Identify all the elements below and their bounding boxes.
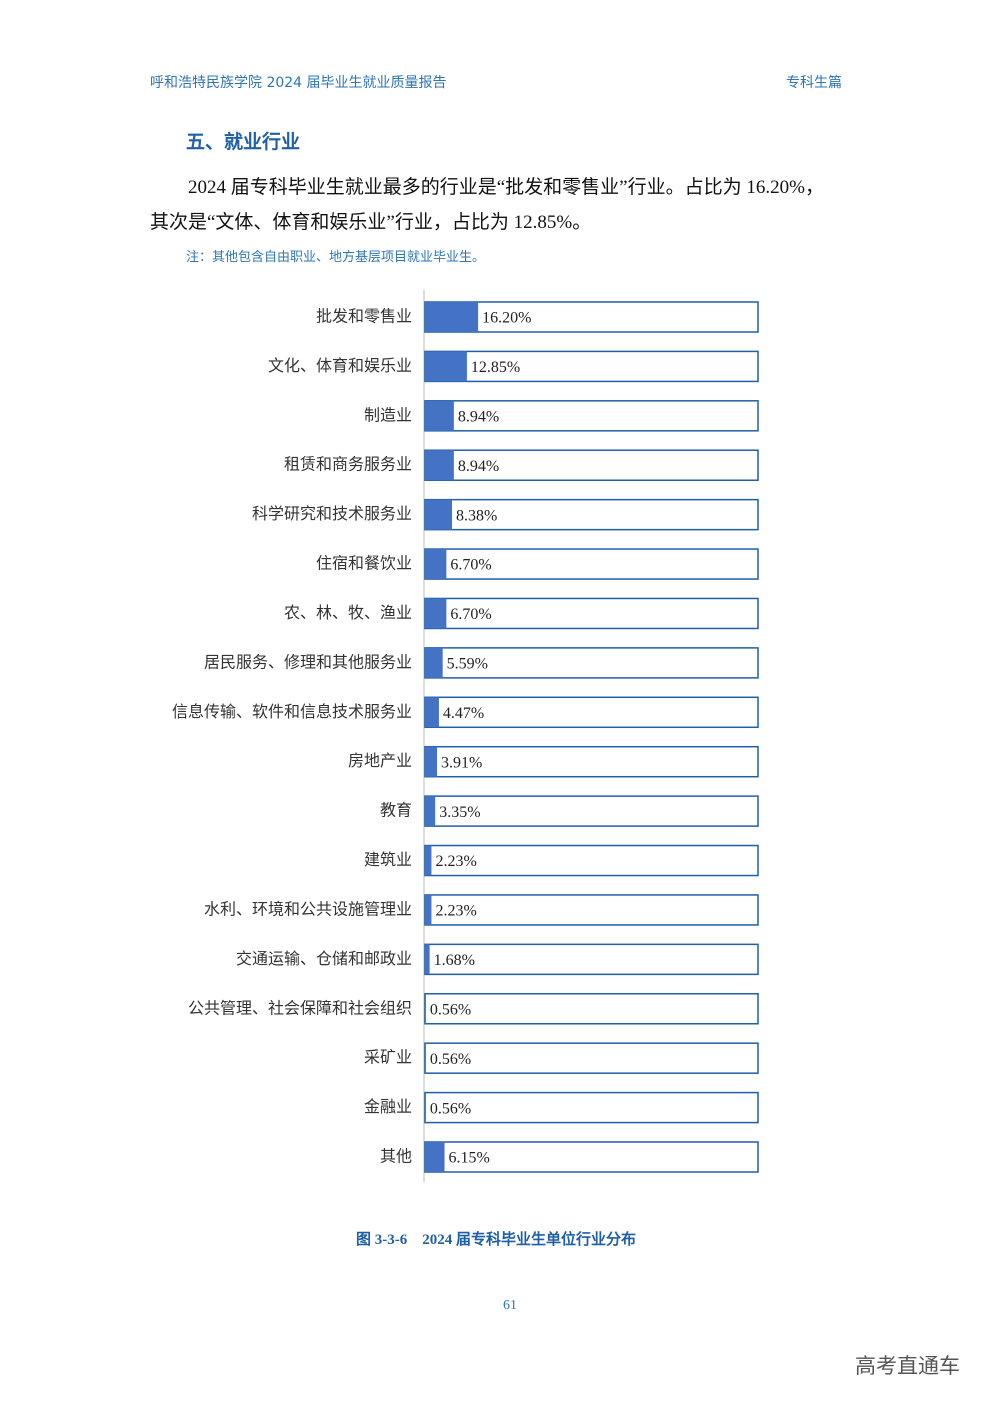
value-label: 1.68% <box>434 952 475 969</box>
category-label: 采矿业 <box>364 1048 412 1067</box>
value-label: 4.47% <box>443 705 484 722</box>
category-label: 交通运输、仓储和邮政业 <box>236 949 412 968</box>
bar <box>425 499 452 530</box>
category-label: 文化、体育和娱乐业 <box>268 356 412 375</box>
category-label: 制造业 <box>364 405 412 424</box>
value-label: 3.91% <box>441 754 482 771</box>
bar-frame <box>424 1091 759 1124</box>
header-left: 呼和浩特民族学院 2024 届毕业生就业质量报告 <box>150 75 447 91</box>
bar-frame <box>424 449 759 481</box>
value-label: 2.23% <box>435 903 476 920</box>
bar-frame <box>424 993 759 1025</box>
value-label: 6.70% <box>450 606 491 623</box>
bar-frame <box>424 597 759 630</box>
value-label: 2.23% <box>435 853 476 870</box>
section-title: 五、就业行业 <box>186 131 301 153</box>
note: 注：其他包含自由职业、地方基层项目就业毕业生。 <box>186 250 486 265</box>
bar-frame <box>424 844 759 877</box>
bar <box>425 845 432 876</box>
page-number: 61 <box>503 1298 517 1313</box>
value-label: 8.38% <box>456 507 497 524</box>
category-label: 水利、环境和公共设施管理业 <box>204 899 412 918</box>
caption: 图 3-3-6 2024 届专科毕业生单位行业分布 <box>356 1232 636 1248</box>
category-label: 居民服务、修理和其他服务业 <box>204 652 412 671</box>
bar-frame <box>424 894 759 926</box>
bar <box>425 351 467 382</box>
value-label: 8.94% <box>458 458 499 475</box>
value-label: 8.94% <box>458 408 499 425</box>
value-label: 6.70% <box>450 557 491 574</box>
bar <box>425 944 430 975</box>
value-label: 0.56% <box>430 1100 471 1117</box>
bar-frame <box>424 498 759 531</box>
bar-frame <box>424 1141 759 1173</box>
bar <box>425 598 447 629</box>
bar <box>425 450 454 481</box>
category-label: 批发和零售业 <box>316 307 412 326</box>
category-label: 农、林、牧、渔业 <box>284 603 412 622</box>
bar <box>425 1092 426 1123</box>
category-label: 住宿和餐饮业 <box>316 554 412 573</box>
bar-frame <box>424 745 759 778</box>
bar <box>425 1043 426 1074</box>
header-right: 专科生篇 <box>786 75 842 91</box>
bar <box>425 400 454 431</box>
watermark: 高考直通车 <box>855 1354 960 1378</box>
value-label: 0.56% <box>430 1051 471 1068</box>
bar <box>425 796 436 827</box>
bar-frame <box>424 696 759 729</box>
bar-frame <box>424 350 759 383</box>
bar <box>425 549 447 580</box>
category-label: 公共管理、社会保障和社会组织 <box>188 998 412 1017</box>
bar <box>425 647 443 678</box>
category-label: 租赁和商务服务业 <box>284 455 412 474</box>
bar-frame <box>424 1042 759 1074</box>
value-label: 6.15% <box>449 1150 490 1167</box>
bar <box>425 302 479 332</box>
value-label: 0.56% <box>430 1001 471 1018</box>
bar-frame <box>424 548 759 580</box>
bar <box>425 1142 445 1172</box>
paragraph: 2024 届专科毕业生就业最多的行业是“批发和零售业”行业。占比为 16.20%… <box>150 177 824 233</box>
bar-frame <box>424 943 759 976</box>
value-label: 12.85% <box>471 359 520 376</box>
category-label: 金融业 <box>364 1097 412 1116</box>
bar <box>425 697 439 728</box>
bar-frame <box>424 301 759 333</box>
value-label: 5.59% <box>447 656 488 673</box>
category-label: 房地产业 <box>348 751 412 770</box>
category-label: 教育 <box>380 801 412 820</box>
category-label: 信息传输、软件和信息技术服务业 <box>172 702 412 721</box>
value-label: 3.35% <box>439 804 480 821</box>
bar <box>425 746 438 777</box>
value-label: 16.20% <box>482 310 531 327</box>
bar <box>425 894 432 925</box>
category-label: 建筑业 <box>364 850 412 869</box>
category-label: 科学研究和技术服务业 <box>252 504 412 523</box>
bar <box>425 993 426 1024</box>
category-label: 其他 <box>380 1147 412 1166</box>
